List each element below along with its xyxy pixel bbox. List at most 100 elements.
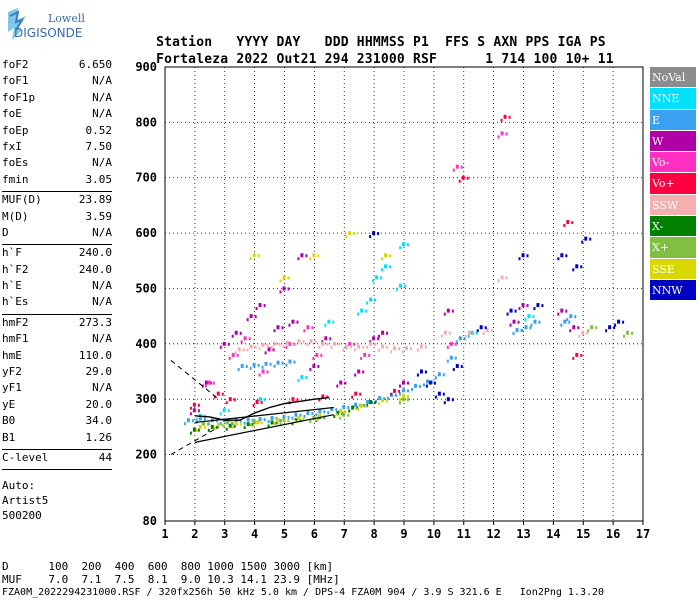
echo-point bbox=[285, 345, 288, 349]
echo-point bbox=[336, 384, 339, 388]
echo-point bbox=[380, 276, 383, 280]
echo-point bbox=[213, 426, 216, 430]
echo-point bbox=[449, 341, 453, 346]
echo-point bbox=[440, 334, 443, 338]
echo-point bbox=[413, 383, 417, 388]
echo-point bbox=[515, 327, 519, 332]
echo-point bbox=[252, 362, 256, 367]
echo-point bbox=[475, 331, 478, 335]
param-label: M(D) bbox=[2, 209, 29, 223]
echo-point bbox=[195, 417, 198, 421]
val-ps: 11 bbox=[597, 52, 614, 67]
echo-point bbox=[437, 372, 441, 377]
hdr-hhmmss: HHMMSS bbox=[356, 35, 405, 50]
echo-point bbox=[490, 328, 493, 332]
y-tick-label: 800 bbox=[135, 115, 157, 129]
echo-point bbox=[297, 379, 300, 383]
echo-point bbox=[323, 410, 326, 414]
echo-point bbox=[452, 367, 455, 371]
echo-point bbox=[324, 323, 327, 327]
echo-point bbox=[399, 401, 401, 405]
echo-point bbox=[378, 402, 381, 406]
echo-point bbox=[557, 257, 560, 261]
echo-point bbox=[281, 361, 284, 365]
trace-profile-curve bbox=[194, 396, 330, 421]
echo-point bbox=[270, 420, 274, 425]
echo-point bbox=[330, 345, 333, 349]
echo-point bbox=[524, 325, 528, 330]
echo-point bbox=[357, 312, 360, 316]
echo-point bbox=[419, 369, 423, 374]
echo-point bbox=[231, 334, 234, 338]
echo-point bbox=[526, 254, 529, 258]
echo-point bbox=[315, 417, 318, 421]
echo-point bbox=[372, 231, 376, 236]
echo-point bbox=[216, 422, 220, 427]
echo-point bbox=[282, 414, 286, 419]
val-s: 1 bbox=[485, 52, 494, 67]
echo-point bbox=[369, 340, 372, 344]
echo-point bbox=[246, 417, 250, 422]
param-value: N/A bbox=[92, 332, 112, 346]
echo-point bbox=[381, 268, 384, 272]
echo-point bbox=[530, 323, 533, 327]
echo-point bbox=[227, 409, 230, 413]
echo-point bbox=[512, 331, 515, 335]
param-row: B1 1.26 bbox=[2, 431, 112, 447]
echo-point bbox=[273, 341, 277, 346]
echo-point bbox=[369, 341, 373, 346]
echo-point bbox=[533, 307, 536, 311]
echo-point bbox=[258, 346, 261, 350]
legend-item-vo: Vo- bbox=[650, 152, 696, 174]
x-tick-label: 15 bbox=[576, 527, 590, 541]
echo-point bbox=[524, 318, 527, 322]
param-label: foF1 bbox=[2, 74, 29, 88]
echo-point bbox=[353, 342, 356, 346]
echo-point bbox=[369, 297, 373, 302]
echo-point bbox=[326, 342, 329, 346]
param-value: 110.0 bbox=[78, 348, 112, 362]
echo-point bbox=[407, 394, 409, 398]
echo-point bbox=[532, 315, 535, 319]
echo-point bbox=[381, 398, 385, 403]
echo-point bbox=[249, 366, 252, 370]
param-value: 29.0 bbox=[85, 365, 113, 379]
echo-point bbox=[249, 314, 253, 319]
x-tick-label: 13 bbox=[516, 527, 530, 541]
legend-item-x: X- bbox=[650, 216, 696, 238]
hdr-ddd: DDD bbox=[324, 35, 349, 50]
echo-point bbox=[587, 329, 590, 333]
echo-point bbox=[189, 412, 192, 416]
upper-bound-line bbox=[194, 406, 334, 424]
param-value: 240.0 bbox=[78, 262, 112, 276]
echo-point bbox=[339, 409, 343, 414]
param-value: 6.650 bbox=[78, 58, 112, 71]
echo-point bbox=[225, 427, 228, 431]
param-label: C-level bbox=[2, 450, 49, 464]
echo-point bbox=[363, 352, 367, 357]
echo-point bbox=[282, 275, 286, 280]
echo-point bbox=[402, 397, 405, 402]
echo-point bbox=[419, 344, 423, 349]
echo-point bbox=[252, 424, 255, 428]
echo-point bbox=[366, 399, 370, 404]
echo-point bbox=[318, 409, 322, 414]
echo-point bbox=[565, 254, 568, 258]
echo-point bbox=[288, 359, 292, 364]
echo-point bbox=[584, 236, 588, 241]
echo-point bbox=[209, 381, 212, 385]
x-tick-label: 5 bbox=[281, 527, 288, 541]
echo-point bbox=[354, 391, 358, 396]
val-p1: RSF bbox=[412, 52, 438, 67]
echo-point bbox=[374, 400, 377, 404]
echo-point bbox=[318, 345, 321, 349]
echo-point bbox=[428, 380, 432, 385]
echo-point bbox=[281, 419, 284, 423]
echo-point bbox=[351, 395, 354, 399]
param-row: foF1p N/A bbox=[2, 91, 112, 107]
echo-point bbox=[246, 318, 249, 322]
echo-point bbox=[533, 319, 537, 324]
echo-point bbox=[569, 314, 573, 319]
echo-point bbox=[360, 356, 363, 360]
param-value: 20.0 bbox=[85, 397, 113, 411]
